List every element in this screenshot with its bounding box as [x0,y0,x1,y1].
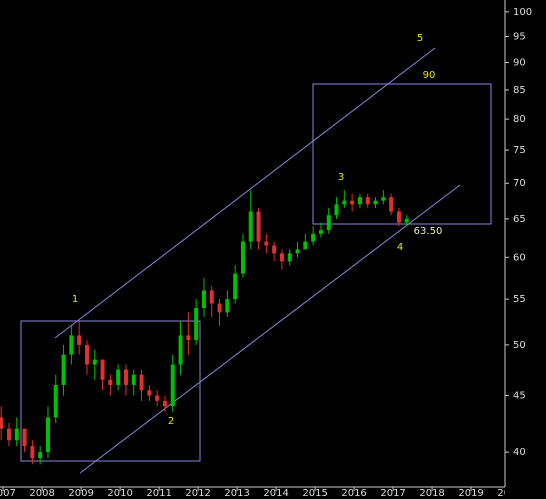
candle-body [389,197,394,212]
y-tick-label: 60 [513,252,526,263]
candle-body [108,379,113,385]
candle-body [100,359,105,380]
candle-body [131,374,136,385]
y-tick-label: 45 [513,391,526,402]
x-tick-label: 2012 [185,488,210,499]
candle-body [45,417,50,453]
candle-body [373,200,378,205]
candle-body [342,200,347,205]
x-tick-label: 2014 [263,488,288,499]
annotation: 2 [168,416,174,427]
candle-body [69,335,74,355]
x-tick-label: 2016 [341,488,366,499]
y-tick-label: 80 [513,114,526,125]
annotation: 5 [417,33,423,44]
candle-body [22,428,27,447]
box-2 [312,83,492,225]
candle-body [318,230,323,234]
candle-body [264,241,269,246]
x-tick-label: 2019 [458,488,483,499]
candle-body [77,335,82,345]
x-tick-label: 2009 [68,488,93,499]
annotation: 3 [338,172,344,183]
annotation: 90 [423,70,436,81]
candle-body [233,273,238,300]
candle-body [84,344,89,365]
x-tick-label: 2018 [419,488,444,499]
candle-body [194,307,199,341]
candle-body [38,452,43,459]
candle-body [178,335,183,365]
candle-body [209,290,214,304]
candle-body [155,395,160,401]
candle-body [162,400,167,407]
candle-body [14,428,19,441]
x-tick-label: 2010 [107,488,132,499]
candle-body [201,290,206,308]
x-tick-label: 2020 [497,488,522,499]
candle-body [248,211,253,242]
candle-body [272,245,277,254]
candle-body [256,211,261,242]
x-tick-label: 2007 [0,488,16,499]
box-1 [20,320,201,462]
candle-body [123,369,128,385]
candle-body [311,233,316,242]
y-tick-label: 75 [513,145,526,156]
y-tick-label: 90 [513,57,526,68]
y-tick-label: 70 [513,178,526,189]
x-tick-label: 2013 [224,488,249,499]
candle-body [334,204,339,216]
y-tick-label: 100 [513,7,532,18]
candle-body [30,446,35,459]
y-tick-label: 65 [513,214,526,225]
candle-body [350,200,355,205]
plot-area [0,47,492,474]
candle-body [92,359,97,365]
annotation: 63.50 [414,226,443,237]
candle-body [186,335,191,341]
annotation: 4 [397,242,403,253]
candle-body [404,218,409,223]
candle-body [365,197,370,205]
candle-body [139,374,144,391]
candle-body [240,241,245,274]
candle-body [116,369,121,385]
candle-body [287,253,292,262]
y-tick-label: 95 [513,32,526,43]
candle-body [326,215,331,231]
candle-body [147,390,152,396]
candle-body [396,211,401,223]
candle-body [53,384,58,418]
candle-body [6,428,11,441]
candle-body [61,354,66,385]
x-tick-label: 2017 [380,488,405,499]
candle-body [217,303,222,313]
y-tick-label: 85 [513,85,526,96]
x-tick-label: 2011 [146,488,171,499]
candle-body [170,364,175,407]
annotation: 1 [72,294,78,305]
candle-body [303,241,308,250]
candle-body [357,197,362,205]
channel-lower [79,184,461,474]
x-ticks: 2007 2008 2009 2010 2011 2012 2013 2014 2015 2016… [0,487,522,499]
x-tick-label: 2015 [302,488,327,499]
candle-body [381,197,386,201]
y-tick-label: 50 [513,340,526,351]
candle-body [279,253,284,262]
candle-body [225,299,230,313]
channel-upper [54,47,436,339]
candle-body [0,417,4,429]
y-tick-label: 40 [513,447,526,458]
x-tick-label: 2008 [29,488,54,499]
y-tick-label: 55 [513,294,526,305]
candle-body [295,249,300,254]
